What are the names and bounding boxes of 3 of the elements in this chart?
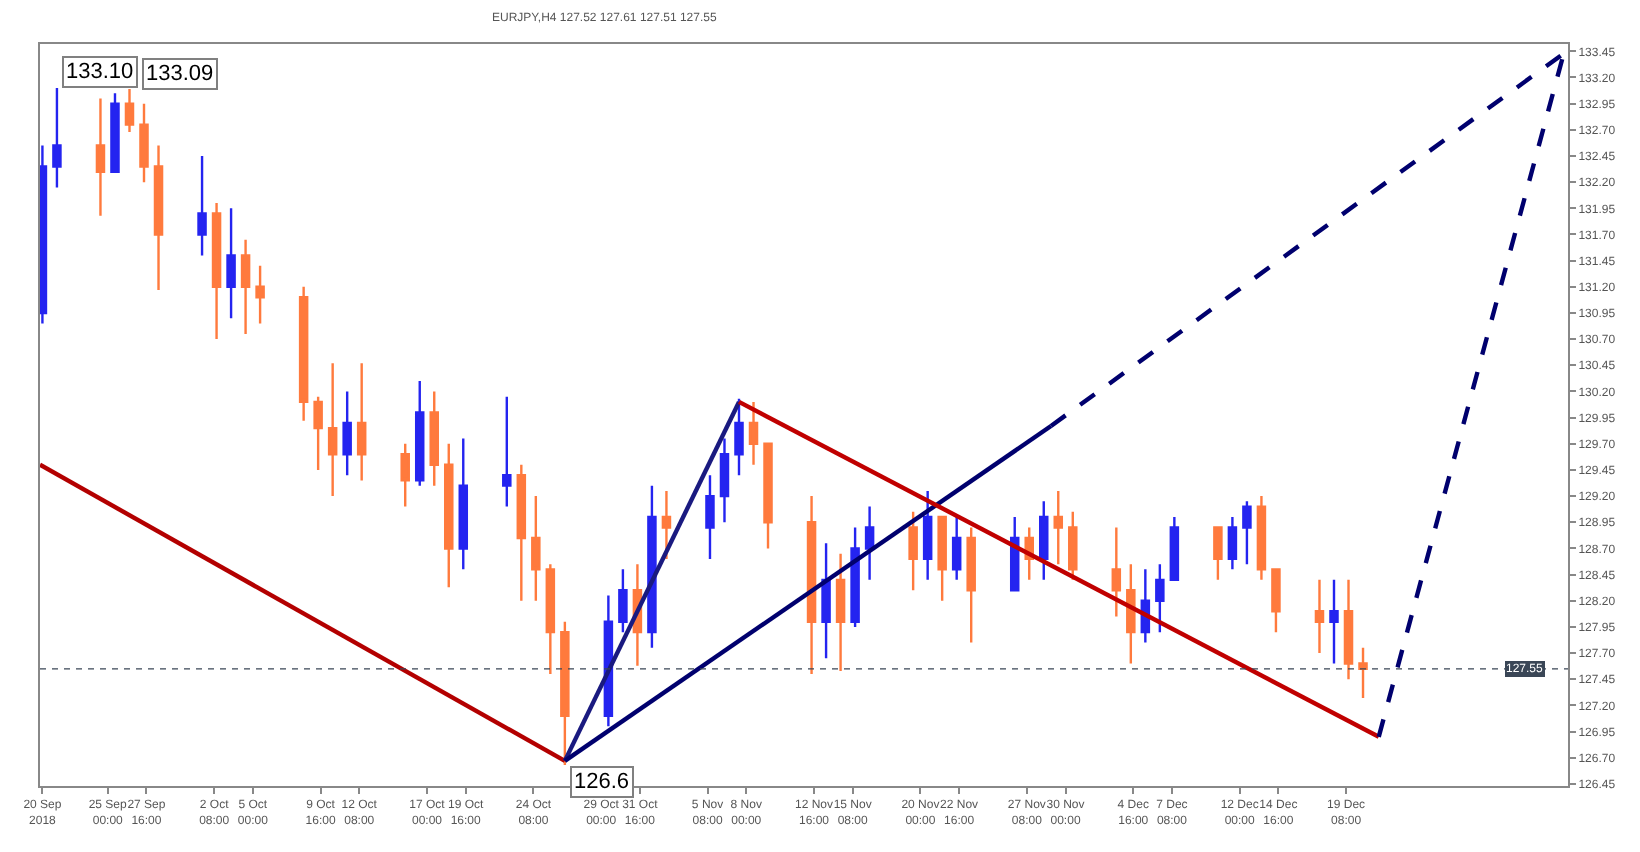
annotation: 126.6 [574, 770, 630, 794]
annotation: 133.09 [146, 62, 214, 86]
annotation: 133.10 [66, 60, 134, 84]
